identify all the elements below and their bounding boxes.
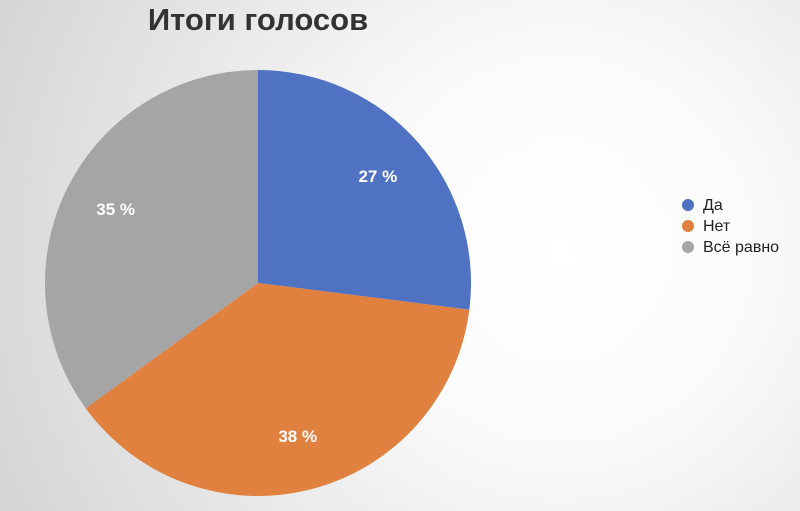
value-label: 35 % — [96, 200, 135, 219]
value-label: 38 % — [278, 427, 317, 446]
pie-slice — [258, 70, 472, 310]
legend-marker — [682, 199, 694, 211]
legend-label: Всё равно — [703, 239, 779, 256]
pie-slice — [45, 70, 258, 409]
pie-slice — [85, 283, 470, 496]
legend-marker — [682, 220, 694, 232]
value-label: 27 % — [358, 167, 397, 186]
chart-title: Итоги голосов — [148, 2, 368, 37]
legend-marker — [682, 241, 694, 253]
legend-label: Нет — [703, 218, 731, 235]
legend-label: Да — [703, 197, 723, 214]
